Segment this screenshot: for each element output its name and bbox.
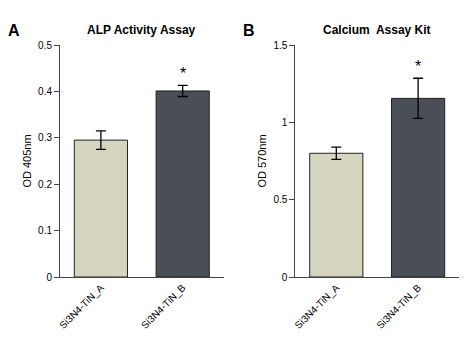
svg-text:ALP Activity Assay: ALP Activity Assay — [87, 23, 196, 37]
svg-text:0.5: 0.5 — [38, 40, 52, 51]
svg-text:A: A — [8, 22, 20, 39]
svg-text:Si3N4-TiN_B: Si3N4-TiN_B — [374, 282, 423, 331]
svg-text:0.3: 0.3 — [38, 132, 52, 143]
svg-text:0: 0 — [282, 272, 288, 283]
svg-text:*: * — [180, 65, 186, 82]
svg-text:0.4: 0.4 — [38, 86, 52, 97]
svg-text:0.2: 0.2 — [38, 179, 52, 190]
svg-text:*: * — [415, 58, 421, 75]
svg-text:0: 0 — [46, 272, 52, 283]
svg-text:Si3N4-TiN_A: Si3N4-TiN_A — [57, 282, 106, 331]
svg-text:OD 570nm: OD 570nm — [256, 134, 268, 187]
svg-text:1.5: 1.5 — [274, 40, 288, 51]
svg-text:0.5: 0.5 — [274, 194, 288, 205]
svg-text:B: B — [243, 22, 255, 39]
svg-text:Si3N4-TiN_B: Si3N4-TiN_B — [139, 282, 188, 331]
svg-text:Si3N4-TiN_A: Si3N4-TiN_A — [292, 282, 341, 331]
svg-text:OD 405nm: OD 405nm — [21, 134, 33, 187]
svg-text:Calcium Assay Kit: Calcium Assay Kit — [323, 23, 431, 37]
svg-text:1: 1 — [282, 117, 288, 128]
svg-text:0.1: 0.1 — [38, 225, 52, 236]
